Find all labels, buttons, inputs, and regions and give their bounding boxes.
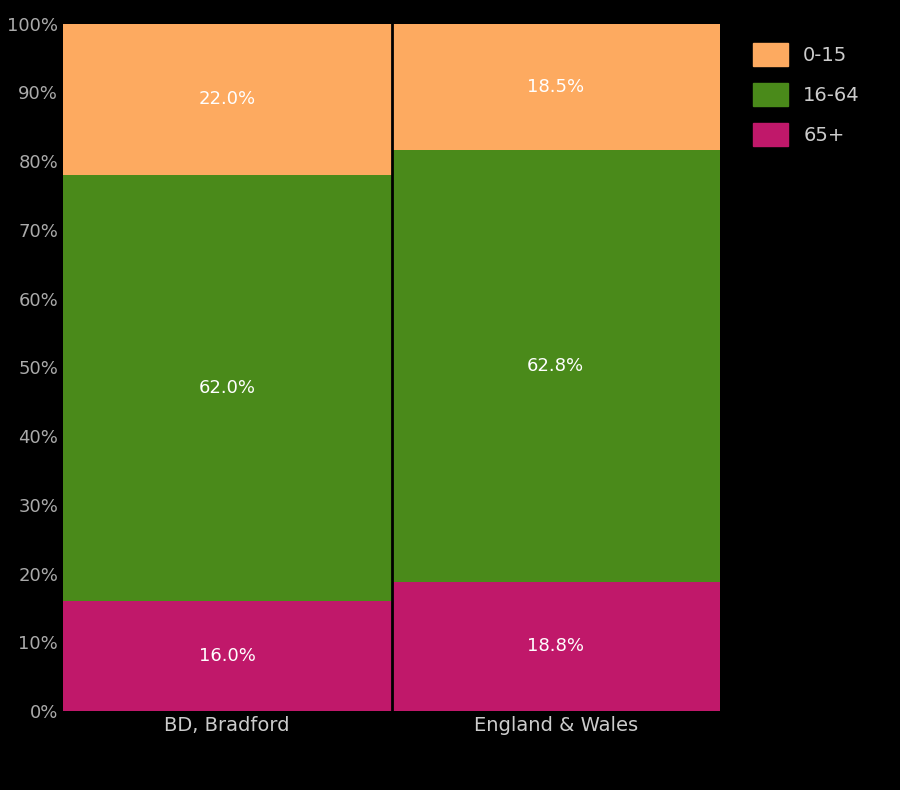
Text: 62.8%: 62.8% (527, 357, 584, 375)
Text: 18.8%: 18.8% (527, 638, 584, 656)
Legend: 0-15, 16-64, 65+: 0-15, 16-64, 65+ (742, 33, 869, 156)
Text: 18.5%: 18.5% (527, 77, 584, 96)
Bar (63, 24, 392, 175)
Bar (392, 581, 720, 711)
Bar (392, 150, 720, 581)
Bar (392, 23, 720, 150)
Bar (63, 601, 392, 711)
Text: 22.0%: 22.0% (199, 90, 256, 108)
Bar (63, 175, 392, 601)
Text: 16.0%: 16.0% (199, 647, 256, 665)
Text: 62.0%: 62.0% (199, 379, 256, 397)
